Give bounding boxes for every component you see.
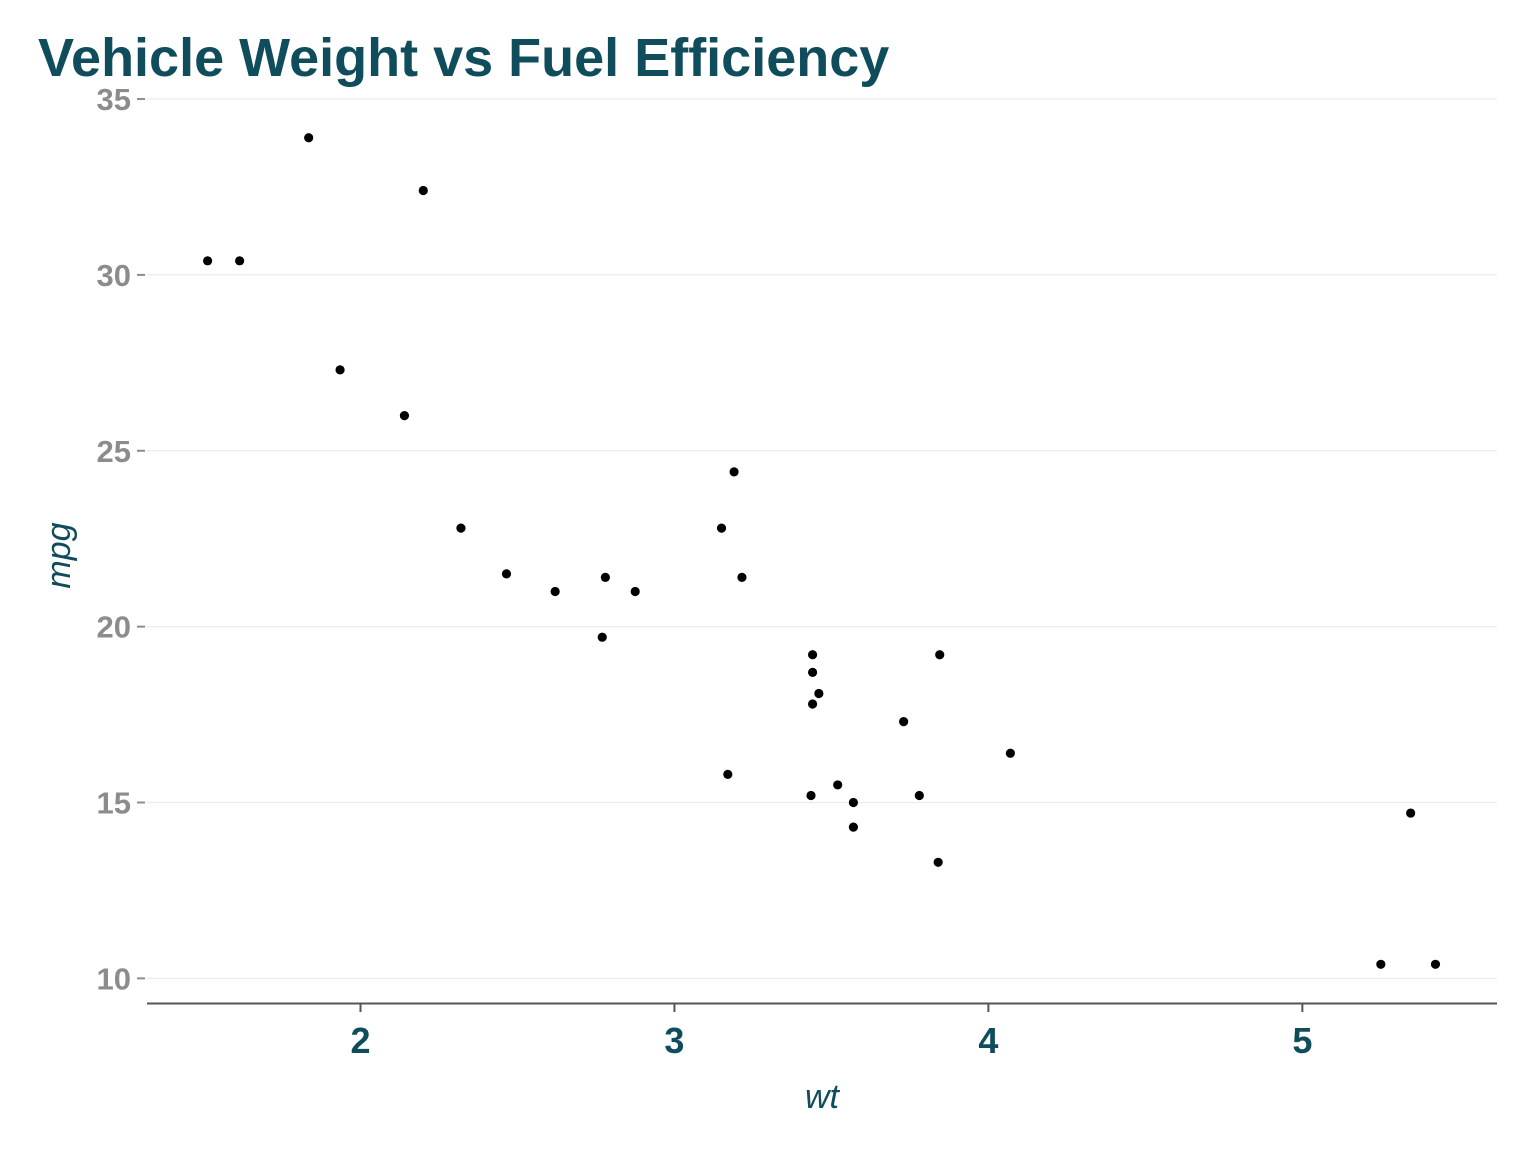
x-axis-title: wt	[805, 1078, 841, 1116]
data-point	[597, 632, 607, 642]
y-tick-label: 20	[97, 610, 131, 645]
data-point	[914, 790, 924, 801]
data-point	[806, 790, 816, 801]
data-point	[1406, 808, 1416, 818]
data-point	[848, 797, 858, 808]
data-point	[1376, 959, 1386, 969]
data-point	[235, 256, 245, 266]
data-point	[814, 688, 824, 699]
data-point	[807, 699, 818, 709]
data-point	[723, 769, 733, 779]
data-point	[933, 857, 943, 867]
data-point	[399, 410, 410, 421]
data-point	[807, 667, 818, 677]
x-tick-label: 5	[1292, 1020, 1312, 1061]
data-point	[716, 523, 727, 533]
x-tick-label: 2	[350, 1020, 370, 1061]
data-point	[202, 256, 213, 266]
x-axis: 2 3 4 5	[147, 1002, 1497, 1061]
y-axis-title: mpg	[40, 522, 78, 588]
y-tick-label: 35	[97, 82, 131, 117]
data-point	[600, 572, 610, 582]
data-point	[550, 586, 560, 597]
gridlines	[147, 98, 1497, 979]
data-points	[202, 133, 1441, 969]
data-point	[737, 572, 747, 582]
data-point	[899, 717, 909, 727]
data-point	[335, 365, 345, 375]
data-point	[304, 133, 314, 143]
data-point	[833, 780, 843, 790]
y-tick-label: 25	[97, 434, 131, 469]
x-tick-label: 4	[978, 1020, 998, 1061]
y-tick-label: 30	[97, 258, 131, 293]
chart-title: Vehicle Weight vs Fuel Efficiency	[38, 28, 890, 88]
data-point	[935, 650, 945, 660]
x-tick-label: 3	[664, 1020, 684, 1061]
data-point	[1005, 748, 1015, 758]
y-tick-label: 15	[97, 786, 131, 821]
y-axis: 10 15 20 25 30 35	[97, 82, 145, 996]
data-point	[418, 185, 428, 196]
data-point	[1430, 959, 1441, 969]
data-point	[630, 586, 640, 597]
data-point	[729, 467, 739, 477]
data-point	[807, 650, 818, 660]
data-point	[501, 569, 512, 579]
y-tick-label: 10	[97, 961, 131, 996]
data-point	[456, 523, 466, 533]
data-point	[848, 822, 858, 832]
